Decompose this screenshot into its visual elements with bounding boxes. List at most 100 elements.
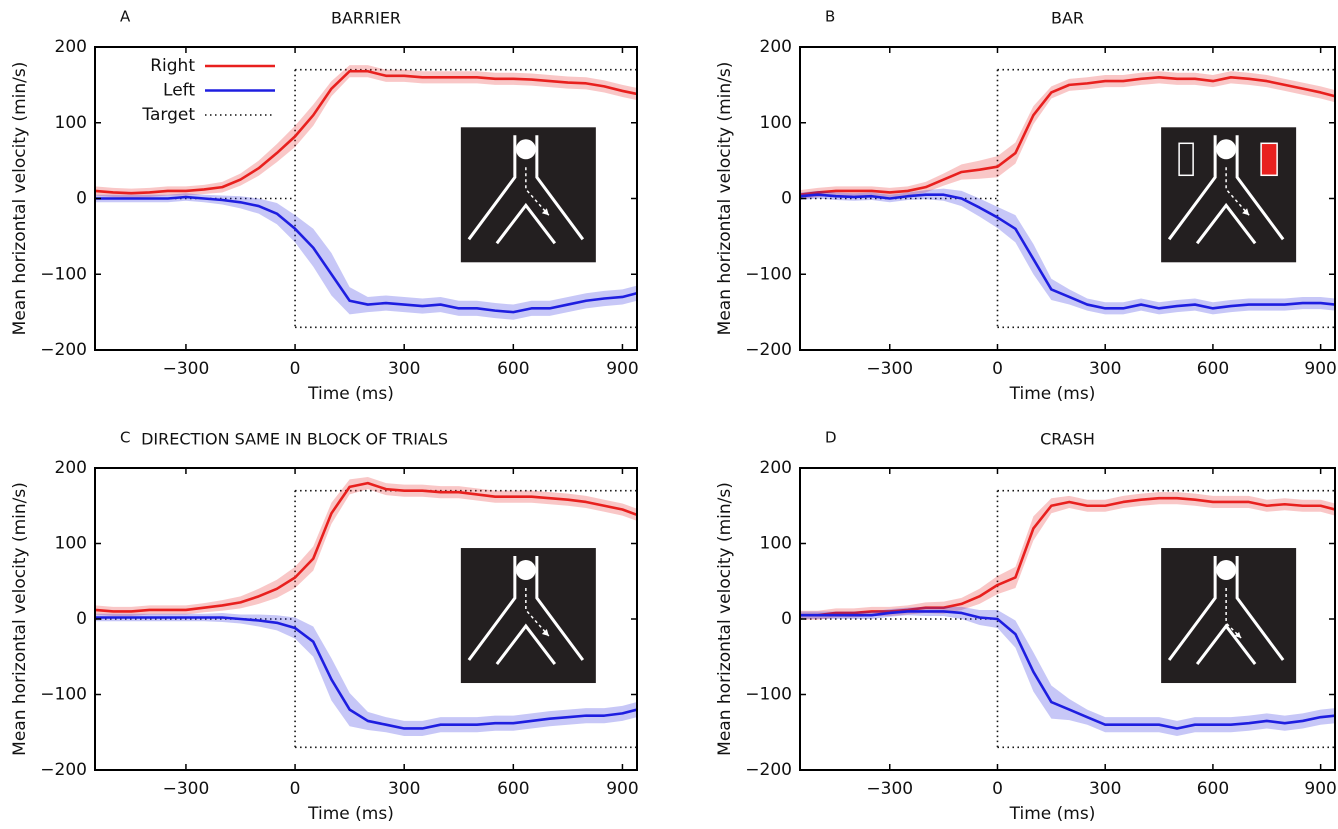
y-tick-label: 100 — [55, 113, 87, 133]
panel-letter: B — [825, 8, 835, 26]
y-tick-label: 100 — [760, 113, 792, 133]
plot-area — [95, 477, 637, 749]
x-tick-label: 900 — [606, 779, 638, 799]
legend-label: Target — [141, 105, 195, 125]
x-tick-label: 900 — [1304, 779, 1336, 799]
y-tick-label: 0 — [76, 609, 87, 629]
x-tick-label: 600 — [497, 359, 529, 379]
legend-label: Left — [163, 81, 195, 101]
x-axis-label: Time (ms) — [1009, 384, 1096, 404]
series-line — [800, 610, 1335, 730]
x-tick-label: 300 — [388, 779, 420, 799]
x-axis-label: Time (ms) — [307, 804, 394, 824]
series-line — [800, 193, 1335, 310]
x-tick-label: −300 — [163, 359, 210, 379]
y-tick-label: 100 — [760, 534, 792, 554]
series-line — [95, 616, 637, 730]
error-band — [800, 188, 1335, 315]
y-tick-label: 200 — [760, 37, 792, 57]
panel-title: CRASH — [1040, 430, 1095, 449]
y-tick-label: 200 — [55, 37, 87, 57]
panel-title: BAR — [1051, 9, 1084, 28]
plot-area — [800, 489, 1335, 749]
x-tick-label: 900 — [1304, 359, 1336, 379]
plot-area — [95, 65, 637, 329]
y-tick-label: 200 — [55, 458, 87, 478]
x-tick-label: 300 — [388, 359, 420, 379]
inset-icon — [460, 127, 596, 263]
x-tick-label: 0 — [290, 359, 301, 379]
x-axis-label: Time (ms) — [1009, 804, 1096, 824]
error-band — [95, 65, 637, 198]
series-line — [95, 481, 637, 613]
y-tick-label: −100 — [745, 685, 792, 705]
inset-icon — [1161, 548, 1297, 684]
arrow-head — [541, 208, 549, 216]
ball — [1216, 139, 1237, 160]
inset-icon — [460, 548, 596, 684]
series-line — [95, 195, 637, 314]
panel-title: DIRECTION SAME IN BLOCK OF TRIALS — [141, 430, 448, 449]
x-tick-label: 0 — [290, 779, 301, 799]
motion-arrow — [525, 167, 550, 216]
x-tick-label: −300 — [866, 779, 913, 799]
motion-arrow — [1225, 167, 1250, 216]
y-axis-label: Mean horizontal velocity (min/s) — [10, 482, 30, 756]
bar-filled — [1260, 142, 1278, 177]
plot-area — [800, 68, 1335, 329]
y-tick-label: −200 — [40, 760, 87, 780]
panel: A BARRIER Time (ms) Mean horizontal velocit… — [10, 8, 639, 405]
arrow-head — [541, 629, 549, 637]
track-lines — [467, 135, 585, 245]
y-axis-label: Mean horizontal velocity (min/s) — [715, 62, 735, 336]
panel-letter: C — [120, 429, 130, 447]
track-lines — [467, 556, 585, 665]
y-tick-label: 0 — [76, 189, 87, 209]
motion-arrow — [1225, 588, 1242, 639]
panel: B BAR Time (ms) Mean horizontal velocity (m… — [715, 8, 1337, 405]
track-lines — [1167, 556, 1285, 665]
motion-arrow — [525, 588, 550, 637]
x-tick-label: 600 — [497, 779, 529, 799]
x-tick-label: 300 — [1089, 779, 1121, 799]
ball — [515, 139, 536, 160]
error-band — [95, 612, 637, 737]
y-tick-label: −200 — [745, 760, 792, 780]
panel: C DIRECTION SAME IN BLOCK OF TRIALS Time (… — [10, 429, 639, 825]
bar-outline — [1178, 142, 1194, 177]
panel-title: BARRIER — [331, 9, 401, 28]
x-tick-label: 600 — [1197, 779, 1229, 799]
y-tick-label: −200 — [40, 340, 87, 360]
x-tick-label: 900 — [606, 359, 638, 379]
x-tick-label: 300 — [1089, 359, 1121, 379]
y-tick-label: 200 — [760, 458, 792, 478]
x-tick-label: −300 — [163, 779, 210, 799]
panel-letter: A — [120, 8, 131, 26]
y-tick-label: 0 — [781, 609, 792, 629]
arrow-head — [1242, 208, 1250, 216]
ball — [1216, 560, 1237, 581]
x-tick-label: −300 — [866, 359, 913, 379]
y-tick-label: −200 — [745, 340, 792, 360]
series-line — [95, 69, 637, 195]
arrow-head — [1234, 632, 1242, 639]
error-band — [95, 193, 637, 320]
x-axis-label: Time (ms) — [307, 384, 394, 404]
x-tick-label: 600 — [1197, 359, 1229, 379]
y-axis-label: Mean horizontal velocity (min/s) — [10, 62, 30, 336]
x-tick-label: 0 — [992, 359, 1003, 379]
panel: D CRASH Time (ms) Mean horizontal velocity … — [715, 429, 1337, 825]
legend-label: Right — [150, 56, 195, 76]
y-tick-label: −100 — [745, 264, 792, 284]
y-tick-label: −100 — [40, 264, 87, 284]
track-lines — [1167, 135, 1285, 245]
series-line — [800, 76, 1335, 197]
panel-letter: D — [825, 429, 837, 447]
x-tick-label: 0 — [992, 779, 1003, 799]
inset-icon — [1161, 127, 1297, 263]
y-tick-label: 100 — [55, 534, 87, 554]
ball — [515, 560, 536, 581]
y-axis-label: Mean horizontal velocity (min/s) — [715, 482, 735, 756]
y-tick-label: 0 — [781, 189, 792, 209]
series-line — [800, 496, 1335, 617]
